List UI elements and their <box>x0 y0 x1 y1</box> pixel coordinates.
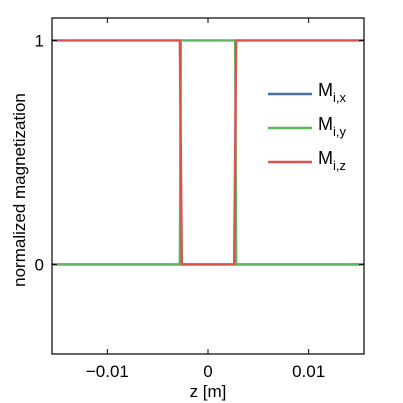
legend-entry-name: M <box>318 148 333 168</box>
series-line-i-z <box>52 39 364 266</box>
y-tick-label: 0 <box>35 255 44 274</box>
legend-entry: Mi,x <box>318 80 347 105</box>
plot-lines <box>52 39 364 266</box>
x-tick-label: −0.01 <box>86 362 129 381</box>
legend-entry-subscript: i,z <box>333 158 346 173</box>
x-tick-label: 0.01 <box>292 362 325 381</box>
x-tick-label: 0 <box>203 362 212 381</box>
x-axis-label: z [m] <box>190 382 227 401</box>
plot-frame <box>51 17 365 355</box>
y-axis-label: normalized magnetization <box>10 93 29 287</box>
legend-entry-subscript: i,x <box>333 90 347 105</box>
series-line-i-y <box>52 39 364 266</box>
legend-entry-name: M <box>318 80 333 100</box>
legend-entry: Mi,y <box>318 114 347 139</box>
legend-entry-subscript: i,y <box>333 124 347 139</box>
axis-ticks: −0.01 0 0.01 0 1 <box>35 18 364 381</box>
legend-entry-name: M <box>318 114 333 134</box>
legend: Mi,xMi,yMi,z <box>268 80 347 173</box>
y-tick-label: 1 <box>35 31 44 50</box>
legend-entry: Mi,z <box>318 148 346 173</box>
